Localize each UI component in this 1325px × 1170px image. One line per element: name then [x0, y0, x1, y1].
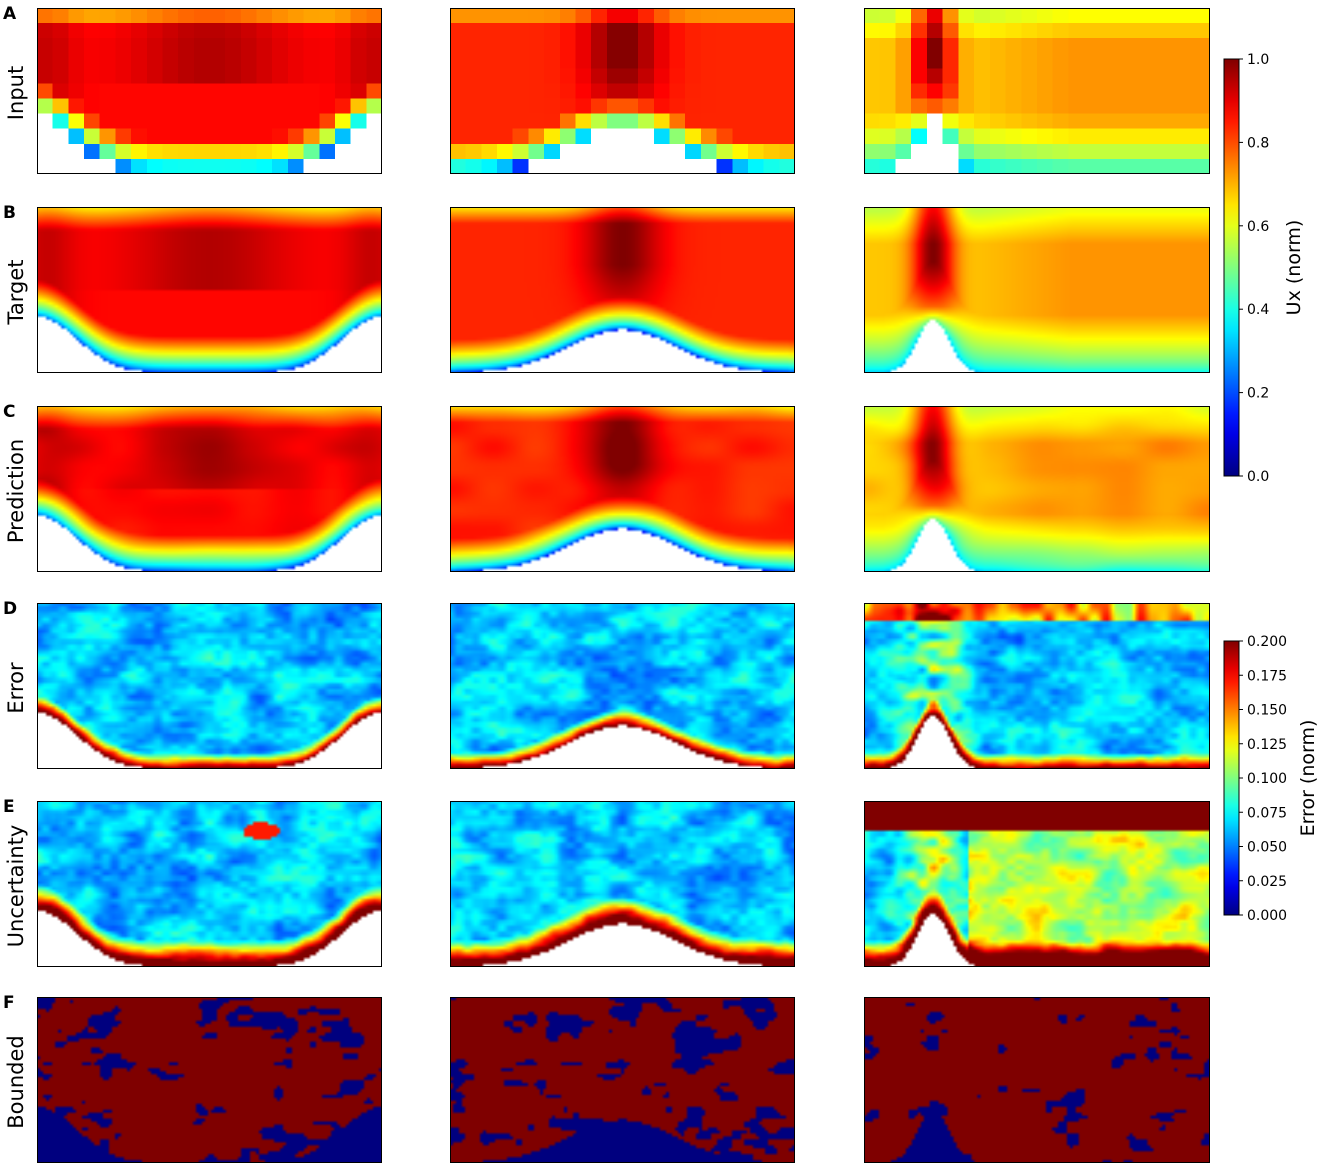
heatmap-bounded-wide-hill: [37, 997, 382, 1163]
heatmap-bounded-medium-hill: [450, 997, 795, 1163]
panel-frame-target-wide-hill: [37, 207, 382, 373]
panel-frame-uncertainty-wide-hill: [37, 801, 382, 967]
heatmap-input-wide-hill: [37, 8, 382, 174]
panel-frame-uncertainty-narrow-hill: [864, 801, 1210, 967]
colorbar-tick-label: 0.125: [1247, 737, 1287, 753]
panel-frame-input-medium-hill: [450, 8, 795, 174]
heatmap-target-medium-hill: [450, 207, 795, 373]
colorbar-tick-label: 0.4: [1247, 302, 1269, 318]
heatmap-target-narrow-hill: [864, 207, 1210, 373]
panel-frame-input-narrow-hill: [864, 8, 1210, 174]
heatmap-prediction-medium-hill: [450, 406, 795, 572]
heatmap-uncertainty-narrow-hill: [864, 801, 1210, 967]
heatmap-error-medium-hill: [450, 603, 795, 769]
colorbar-tick-label: 0.150: [1247, 703, 1287, 719]
colorbars: 0.0 0.2 0.4 0.6 0.8 1.0 Ux (norm) 0.000 0.025 0.0…: [1223, 52, 1319, 924]
panel-frame-error-narrow-hill: [864, 603, 1210, 769]
colorbar-tick-label: 0.200: [1247, 634, 1287, 650]
row-letter-d: D: [3, 599, 17, 619]
row-letter-b: B: [3, 203, 16, 223]
colorbar-label-ux: Ux (norm): [1283, 220, 1305, 316]
colorbar-tick-label: 1.0: [1247, 52, 1269, 68]
colorbar-tick-label: 0.6: [1247, 219, 1269, 235]
row-letter-e: E: [3, 797, 15, 817]
row-labels: A Input B Target C Prediction D Error E Uncertain…: [3, 4, 28, 1129]
row-label-bounded: Bounded: [4, 1035, 28, 1128]
panel-frame-prediction-medium-hill: [450, 406, 795, 572]
row-label-target: Target: [4, 260, 28, 326]
panel-frame-bounded-narrow-hill: [864, 997, 1210, 1163]
row-label-error: Error: [4, 662, 28, 714]
colorbar-tick-label: 0.100: [1247, 771, 1287, 787]
heatmap-prediction-narrow-hill: [864, 406, 1210, 572]
panel-frame-target-medium-hill: [450, 207, 795, 373]
heatmap-uncertainty-wide-hill: [37, 801, 382, 967]
colorbar-tick-label: 0.2: [1247, 386, 1269, 402]
heatmap-uncertainty-medium-hill: [450, 801, 795, 967]
heatmap-prediction-wide-hill: [37, 406, 382, 572]
row-letter-f: F: [3, 993, 15, 1013]
row-label-uncertainty: Uncertainty: [4, 825, 28, 948]
heatmap-error-wide-hill: [37, 603, 382, 769]
heatmap-target-wide-hill: [37, 207, 382, 373]
colorbar-tick-label: 0.8: [1247, 135, 1269, 151]
panel-frame-error-medium-hill: [450, 603, 795, 769]
heatmap-bounded-narrow-hill: [864, 997, 1210, 1163]
heatmap-error-narrow-hill: [864, 603, 1210, 769]
panel-frame-error-wide-hill: [37, 603, 382, 769]
panels: [37, 8, 1210, 1163]
colorbar-ux: [1223, 58, 1240, 477]
panel-frame-uncertainty-medium-hill: [450, 801, 795, 967]
row-label-prediction: Prediction: [4, 439, 28, 543]
panel-frame-input-wide-hill: [37, 8, 382, 174]
colorbar-tick-label: 0.050: [1247, 840, 1287, 856]
colorbar-tick-label: 0.025: [1247, 874, 1287, 890]
panel-frame-bounded-wide-hill: [37, 997, 382, 1163]
panel-frame-prediction-narrow-hill: [864, 406, 1210, 572]
heatmap-input-medium-hill: [450, 8, 795, 174]
panel-frame-prediction-wide-hill: [37, 406, 382, 572]
row-label-input: Input: [4, 66, 28, 120]
panel-frame-target-narrow-hill: [864, 207, 1210, 373]
row-letter-a: A: [3, 4, 17, 24]
colorbar-tick-label: 0.0: [1247, 469, 1269, 485]
colorbar-tick-label: 0.175: [1247, 668, 1287, 684]
colorbar-label-error: Error (norm): [1297, 720, 1319, 837]
row-letter-c: C: [3, 402, 15, 422]
colorbar-error: [1223, 640, 1240, 916]
colorbar-tick-label: 0.075: [1247, 805, 1287, 821]
colorbar-tick-label: 0.000: [1247, 908, 1287, 924]
heatmap-input-narrow-hill: [864, 8, 1210, 174]
panel-frame-bounded-medium-hill: [450, 997, 795, 1163]
